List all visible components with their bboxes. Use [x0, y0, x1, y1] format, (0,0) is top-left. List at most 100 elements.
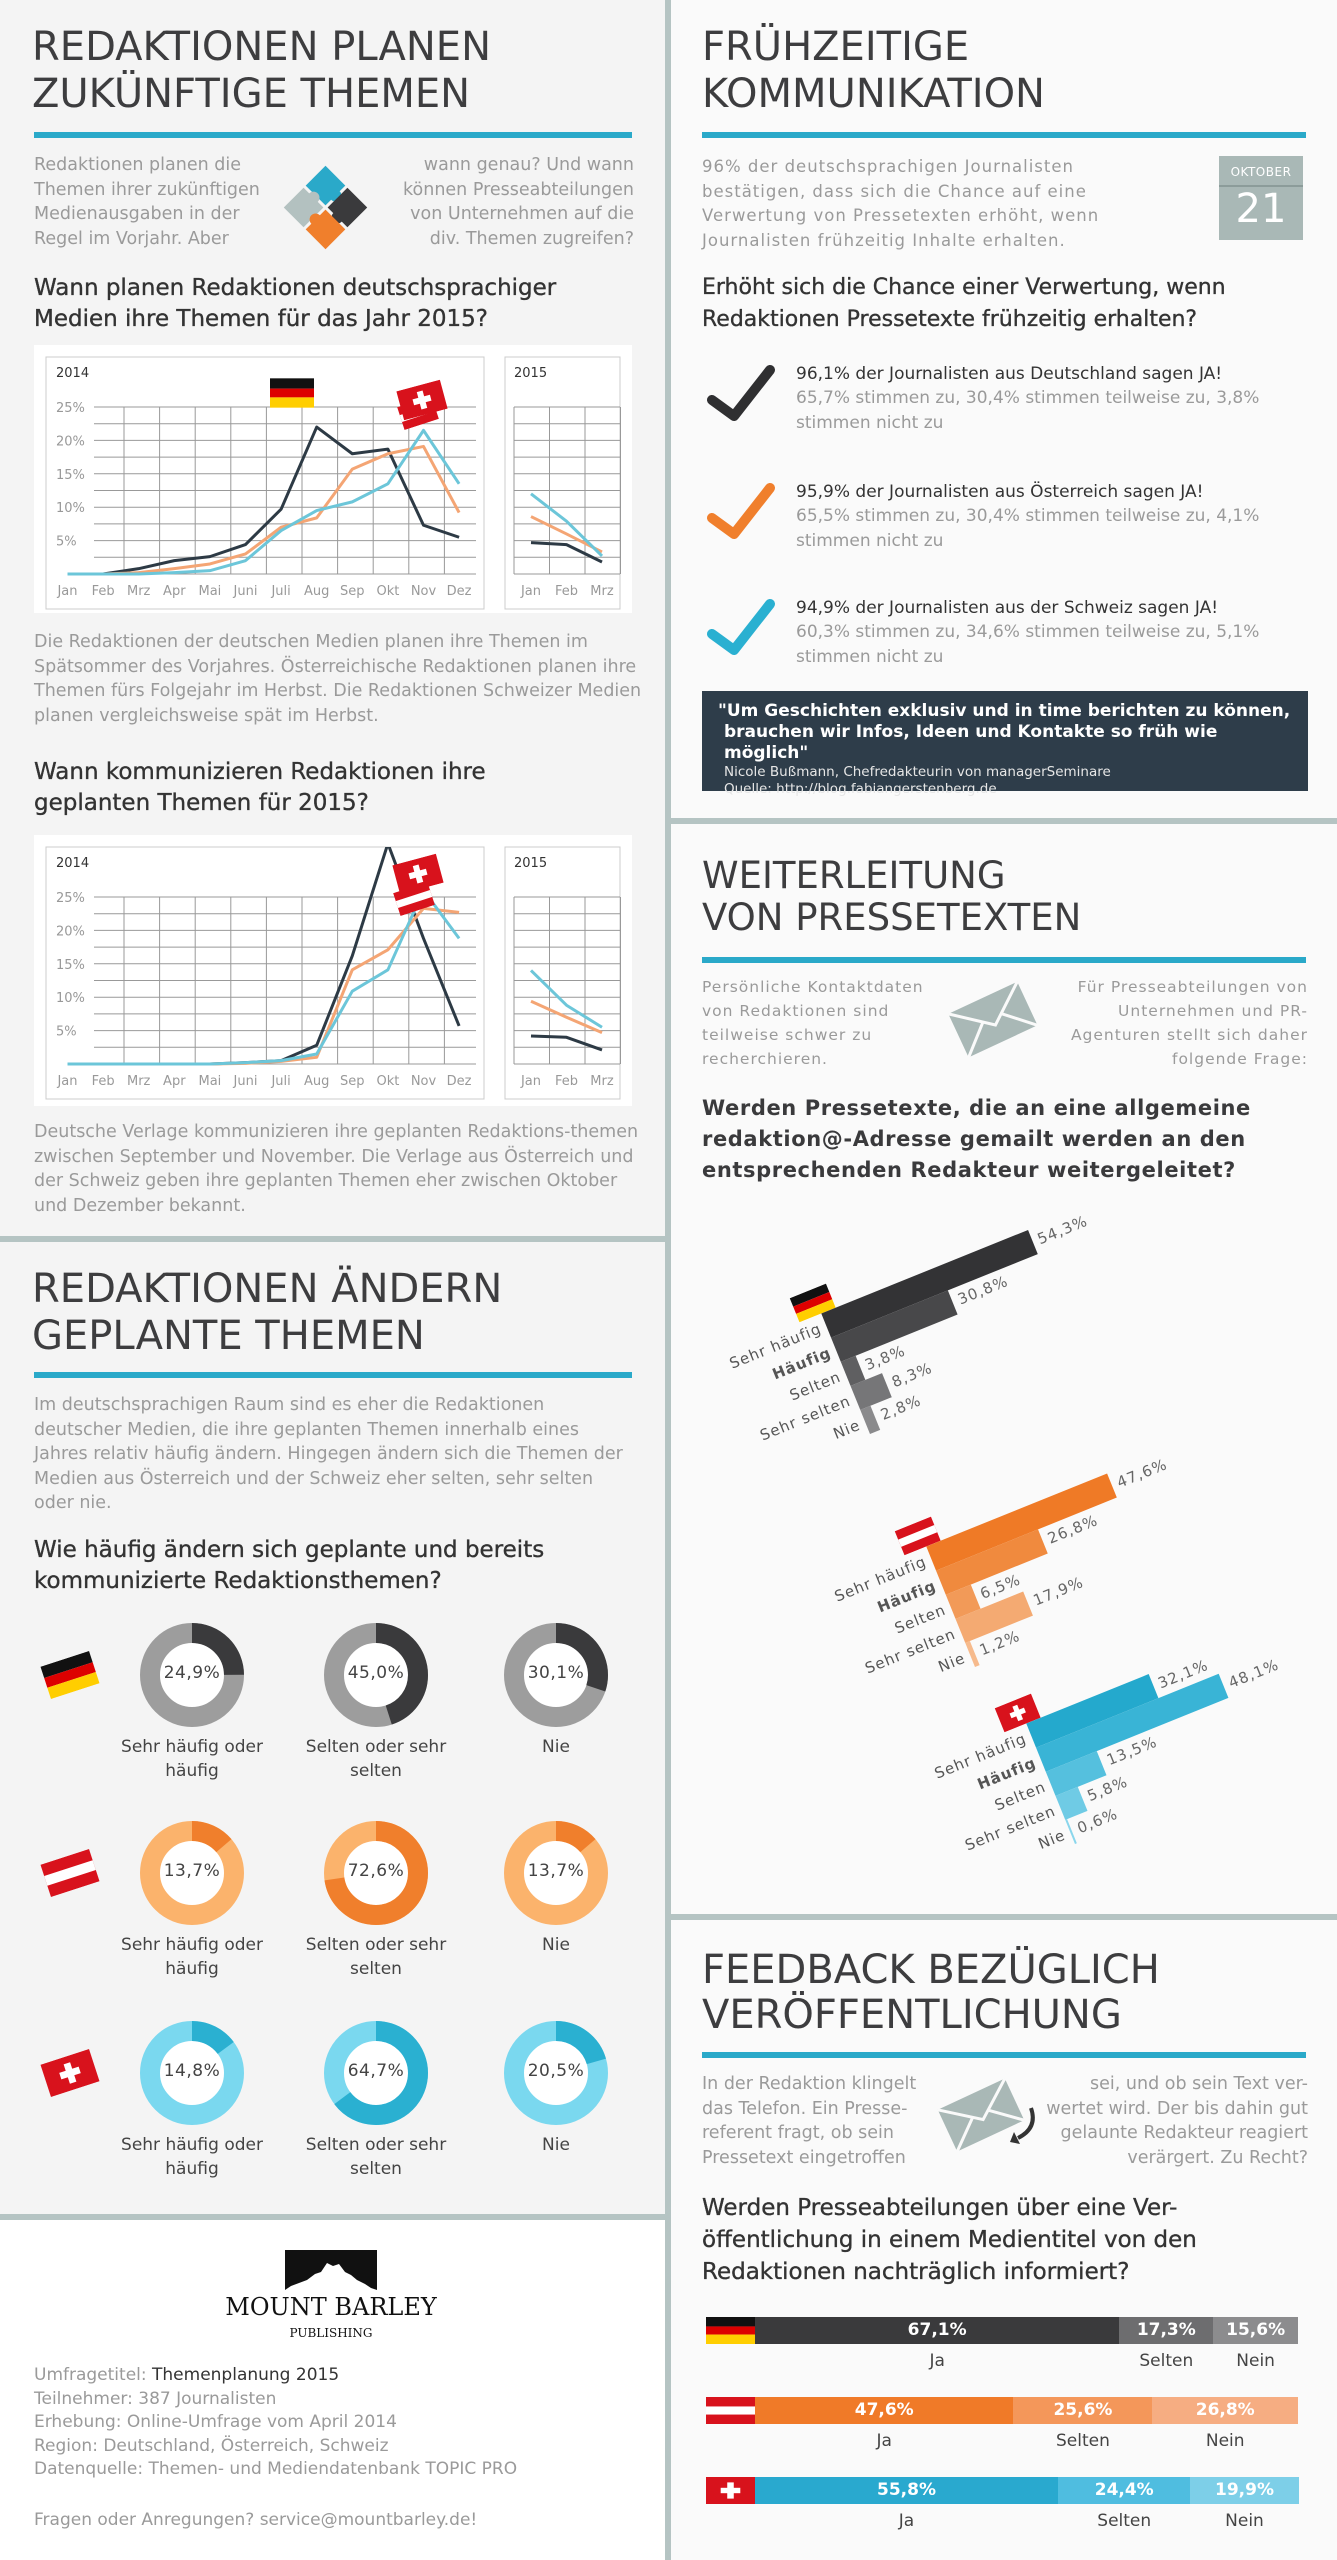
series-line-de [67, 425, 460, 576]
x-tick-label: Jan [56, 1074, 77, 1089]
plot-frame [504, 356, 621, 610]
donut-value: 13,7% [163, 1861, 221, 1881]
logo-name: MOUNT BARLEY [225, 2293, 437, 2321]
x-tick-label: Mai [199, 584, 222, 599]
quote-source[interactable]: Quelle: http://blog.fabiangerstenberg.de [724, 781, 997, 797]
puzzle-icon [283, 165, 368, 250]
calendar-day: 21 [1235, 186, 1287, 232]
contact-line[interactable]: Fragen oder Anregungen? service@mountbar… [34, 2510, 478, 2530]
panel-label: 2015 [514, 856, 547, 871]
logo-subtitle: PUBLISHING [289, 2326, 373, 2340]
donut-segment [140, 1623, 244, 1727]
x-tick-label: Jan [56, 584, 77, 599]
donut-segment [324, 1821, 428, 1925]
donut-at [140, 1821, 244, 1925]
calendar-icon: OKTOBER 21 [1219, 156, 1303, 240]
plot-frame [45, 846, 485, 1100]
donut-de [504, 1623, 608, 1727]
donut-segment [504, 2021, 608, 2125]
section-divider [671, 1914, 1337, 1920]
question-early: Erhöht sich die Chance einer Verwertung,… [702, 275, 1226, 332]
donut-at [504, 1821, 608, 1925]
panel-label: 2014 [56, 366, 89, 381]
calendar-month: OKTOBER [1230, 165, 1292, 179]
stacked-bar-category: Nein [1205, 2431, 1245, 2451]
quote-text: "Um Geschichten exklusiv und in time ber… [718, 701, 1291, 721]
y-tick-label: 25% [56, 401, 85, 416]
survey-method: Erhebung: Online-Umfrage vom April 2014 [34, 2412, 397, 2432]
x-tick-label: Juni [233, 1074, 258, 1089]
title-line: GEPLANTE THEMEN [32, 1313, 425, 1359]
stacked-bar-category: Nein [1236, 2351, 1275, 2371]
donut-value: 30,1% [527, 1663, 585, 1683]
check-detail: 60,3% stimmen zu, 34,6% stimmen teilweis… [796, 622, 1260, 667]
section-title-feedback: FEEDBACK BEZÜGLICH VERÖFFENTLICHUNG [702, 1948, 1160, 2038]
series-line-ch [67, 888, 461, 1066]
ch-flag-icon [396, 379, 448, 421]
donut-value: 24,9% [163, 1663, 221, 1683]
x-tick-label: Okt [376, 584, 399, 599]
y-tick-label: 20% [56, 924, 85, 939]
stacked-bar-category: Ja [876, 2431, 892, 2451]
panel-label: 2015 [514, 366, 547, 381]
x-tick-label: Nov [411, 584, 437, 599]
donut-segment [140, 1821, 244, 1925]
title-line: WEITERLEITUNG [702, 854, 1006, 897]
x-tick-label: Sep [340, 584, 365, 599]
title-underline [34, 1372, 632, 1378]
donut-at [324, 1821, 428, 1925]
intro-left: Redaktionen planen die Themen ihrer zukü… [34, 155, 260, 249]
donut-label: Nie [542, 1737, 570, 1757]
forward-intro-right: Für Presseabteilungen von Unternehmen un… [1070, 978, 1308, 1068]
mount-barley-logo [285, 2250, 377, 2290]
y-tick-label: 25% [56, 891, 85, 906]
donut-ch [140, 2021, 244, 2125]
donut-ch [324, 2021, 428, 2125]
donut-value: 14,8% [163, 2061, 221, 2081]
at-flag-icon [706, 2397, 755, 2424]
donut-value: 20,5% [527, 2061, 585, 2081]
x-tick-label: Feb [555, 584, 578, 599]
donut-label: Sehr häufig oder häufig [121, 1935, 263, 1979]
x-tick-label: Juli [270, 1074, 290, 1089]
x-tick-label: Sep [340, 1074, 365, 1089]
line-chart-communication: 2014 Jan Feb Mrz Apr Mai Juni Juli Aug Sep Okt Nov D… [45, 846, 621, 1100]
stacked-bar-segment: 26,8% [1152, 2397, 1298, 2424]
series-line-de [530, 1034, 603, 1052]
x-tick-label: Mrz [127, 584, 151, 599]
stacked-bar-segment: 24,4% [1057, 2477, 1191, 2504]
feedback-intro-left: In der Redaktion klingelt das Telefon. E… [702, 2074, 917, 2168]
series-line-ch [529, 969, 603, 1029]
stacked-bar-category: Selten [1139, 2351, 1194, 2371]
x-tick-label: Dez [447, 1074, 472, 1089]
donut-segment [324, 1623, 428, 1727]
stacked-bar-category: Nein [1225, 2511, 1264, 2531]
title-line: REDAKTIONEN PLANEN [32, 24, 492, 70]
x-tick-label: Mrz [590, 1074, 614, 1089]
title-line: ZUKÜNFTIGE THEMEN [32, 71, 471, 117]
feedback-intro-right: sei, und ob sein Text ver-wertet wird. D… [1046, 2074, 1308, 2168]
ch-flag-icon [40, 2048, 100, 2098]
ch-flag-icon [392, 853, 444, 895]
donut-segment [504, 1821, 608, 1925]
y-tick-label: 15% [56, 958, 85, 973]
question-change: Wie häufig ändern sich geplante und bere… [34, 1537, 545, 1594]
data-source: Datenquelle: Themen- und Mediendatenbank… [34, 2459, 518, 2479]
title-line: REDAKTIONEN ÄNDERN [32, 1266, 503, 1312]
section-title-forward: WEITERLEITUNG VON PRESSETEXTEN [702, 855, 1081, 939]
title-underline [34, 132, 632, 138]
bar-group-de: Sehr häufig 54,3% Häufig 30,8% Selten 3,8% Seh… [695, 1208, 1131, 1485]
x-tick-label: Jan [520, 1074, 541, 1089]
chart-card-planning: 2014 Jan Feb Mrz Apr Mai Juni Juli Aug Sep Okt Nov D… [34, 345, 632, 613]
donut-label: Nie [542, 1935, 570, 1955]
survey-title-row: Umfragetitel: Themenplanung 2015 [34, 2364, 517, 2388]
question-forward: Werden Pressetexte, die an eine allgemei… [702, 1096, 1251, 1182]
right-column [671, 0, 1337, 2560]
stacked-bar-category: Selten [1097, 2511, 1152, 2531]
section-title-early: FRÜHZEITIGE KOMMUNIKATION [702, 24, 1045, 118]
title-line: FEEDBACK BEZÜGLICH [702, 1947, 1160, 1993]
question-planning: Wann planen Redaktionen deutschsprachige… [34, 275, 557, 332]
stacked-bar-segment: 17,3% [1119, 2317, 1214, 2344]
stacked-bar-category: Selten [1056, 2431, 1110, 2451]
donut-label: Sehr häufig oder häufig [121, 2135, 263, 2179]
